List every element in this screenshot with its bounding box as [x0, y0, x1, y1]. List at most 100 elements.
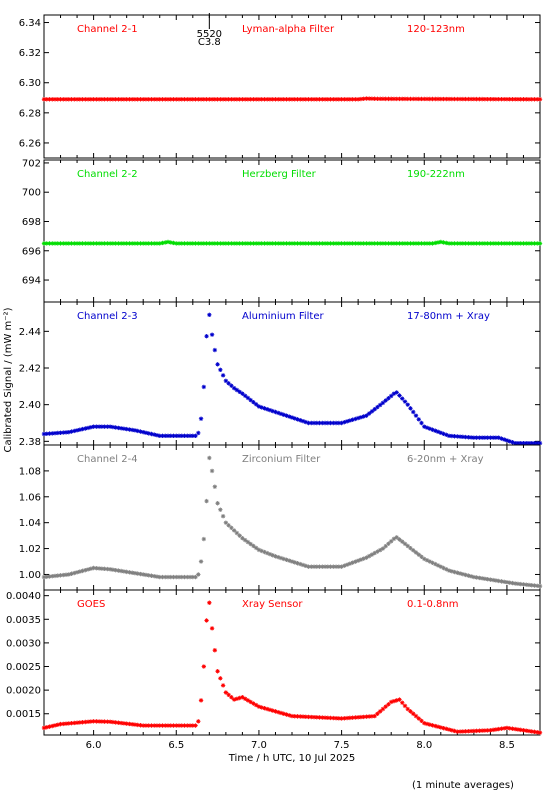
data-point — [463, 729, 468, 734]
data-point — [328, 241, 333, 246]
data-point — [457, 729, 463, 734]
data-point — [248, 541, 253, 547]
data-point — [135, 97, 140, 102]
data-point — [50, 241, 55, 246]
data-point — [187, 241, 193, 246]
data-point — [270, 241, 275, 246]
data-point — [389, 393, 394, 399]
data-point — [242, 393, 248, 399]
data-point — [372, 96, 377, 101]
data-point — [377, 547, 383, 553]
data-point — [55, 722, 60, 727]
data-point — [168, 240, 173, 245]
data-point — [526, 582, 532, 588]
data-point — [83, 97, 88, 102]
data-point — [207, 241, 212, 246]
data-point — [449, 569, 455, 574]
data-point — [69, 429, 74, 434]
data-point — [201, 664, 207, 669]
data-point — [532, 97, 537, 102]
y-tick-label: 1.08 — [19, 466, 41, 477]
data-point — [196, 430, 201, 436]
data-point — [118, 720, 124, 726]
data-point — [121, 97, 127, 102]
data-point — [535, 440, 540, 446]
data-point — [515, 581, 521, 587]
data-point — [281, 412, 286, 417]
data-point — [499, 241, 504, 246]
data-point — [331, 420, 336, 426]
data-point — [273, 241, 278, 246]
panel-band-label: 0.1-0.8nm — [407, 599, 459, 610]
data-point — [281, 556, 286, 562]
data-point — [251, 400, 256, 405]
data-point — [400, 700, 405, 705]
data-point — [270, 553, 275, 558]
data-point — [300, 241, 306, 246]
data-point — [295, 417, 300, 422]
data-point — [127, 427, 132, 432]
data-point — [47, 431, 52, 436]
data-point — [529, 729, 534, 734]
data-point — [69, 720, 74, 726]
data-point — [152, 432, 157, 437]
data-point — [121, 426, 127, 431]
data-point — [488, 577, 493, 582]
data-point — [446, 568, 452, 573]
data-point — [127, 570, 132, 575]
data-point — [69, 241, 74, 246]
data-point — [160, 723, 165, 728]
data-point — [405, 706, 410, 712]
data-point — [251, 241, 256, 246]
data-point — [493, 96, 499, 102]
data-point — [325, 420, 331, 426]
data-point — [317, 564, 322, 569]
data-point — [215, 669, 220, 674]
data-point — [245, 539, 251, 545]
data-point — [336, 716, 342, 721]
data-point — [306, 241, 311, 246]
data-point — [339, 241, 344, 246]
data-point — [303, 714, 308, 719]
data-point — [47, 241, 52, 246]
data-point — [80, 720, 85, 725]
data-point — [300, 97, 306, 102]
data-point — [278, 97, 284, 102]
data-point — [154, 574, 160, 579]
data-point — [342, 97, 347, 102]
data-point — [391, 536, 397, 542]
data-point — [129, 427, 135, 433]
data-point — [204, 498, 209, 504]
y-tick-label: 696 — [22, 246, 41, 257]
data-point — [468, 96, 474, 102]
data-point — [311, 241, 317, 246]
data-point — [231, 697, 237, 702]
data-point — [72, 428, 77, 434]
data-point — [66, 572, 71, 577]
data-point — [510, 241, 515, 246]
data-point — [242, 537, 248, 543]
data-point — [69, 97, 74, 102]
data-point — [237, 241, 242, 246]
data-point — [468, 241, 474, 246]
data-point — [99, 241, 105, 246]
data-point — [229, 695, 234, 700]
data-point — [174, 433, 179, 439]
data-point — [141, 97, 146, 102]
data-point — [116, 568, 121, 573]
panel-band-label: 6-20nm + Xray — [407, 454, 484, 465]
data-point — [295, 97, 300, 102]
data-point — [444, 567, 449, 572]
data-point — [386, 396, 391, 401]
data-point — [220, 97, 226, 102]
data-point — [501, 96, 507, 102]
data-point — [77, 427, 83, 432]
y-tick-label: 0.0025 — [6, 662, 41, 673]
data-point — [259, 705, 264, 710]
data-point — [397, 537, 402, 542]
data-point — [102, 719, 107, 724]
data-point — [474, 435, 479, 440]
data-point — [355, 558, 361, 563]
data-point — [83, 719, 88, 725]
data-point — [309, 97, 314, 102]
